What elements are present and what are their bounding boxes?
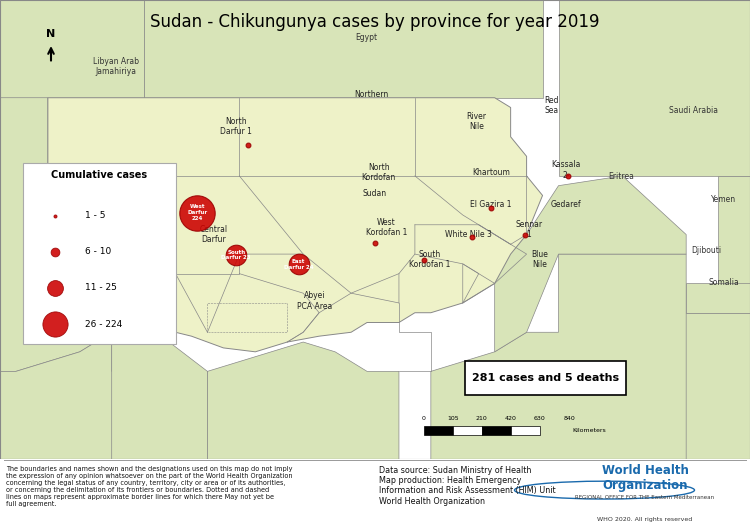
Text: Somalia: Somalia: [708, 278, 739, 287]
Text: River
Nile: River Nile: [466, 112, 486, 131]
Text: West
Kordofan 1: West Kordofan 1: [365, 218, 407, 237]
Text: N: N: [46, 29, 56, 39]
Text: Egypt: Egypt: [355, 33, 377, 42]
Bar: [511, 426, 540, 434]
Point: [485, 203, 497, 212]
Point: [369, 239, 381, 247]
Text: 105: 105: [447, 416, 458, 421]
Text: Northern: Northern: [354, 90, 388, 99]
FancyBboxPatch shape: [465, 361, 626, 395]
Text: Sudan - Chikungunya cases by province for year 2019: Sudan - Chikungunya cases by province fo…: [150, 13, 600, 31]
Text: 26 - 224: 26 - 224: [85, 320, 122, 329]
Point: [292, 260, 304, 268]
Polygon shape: [430, 254, 686, 459]
Text: 281 cases and 5 deaths: 281 cases and 5 deaths: [472, 373, 620, 383]
Text: 0: 0: [422, 416, 426, 421]
Text: Red
Sea: Red Sea: [544, 96, 559, 115]
Text: Kilometers: Kilometers: [573, 428, 607, 433]
Text: North
Kordofan: North Kordofan: [362, 162, 396, 182]
Point: [49, 211, 61, 220]
Polygon shape: [112, 322, 208, 459]
FancyBboxPatch shape: [22, 163, 176, 345]
Polygon shape: [208, 342, 399, 459]
Text: 6 - 10: 6 - 10: [85, 247, 111, 256]
Text: East
Darfur 24: East Darfur 24: [284, 259, 314, 270]
Point: [191, 208, 203, 217]
Text: 1 - 5: 1 - 5: [85, 211, 105, 220]
Text: South
Kordofan 1: South Kordofan 1: [409, 250, 451, 269]
Text: Saudi Arabia: Saudi Arabia: [669, 106, 718, 115]
Text: El Gazira 1: El Gazira 1: [470, 200, 512, 209]
Bar: [482, 426, 511, 434]
Polygon shape: [0, 98, 112, 371]
Text: World Health
Organization: World Health Organization: [602, 464, 688, 492]
Text: 630: 630: [534, 416, 546, 421]
Polygon shape: [670, 313, 750, 459]
Point: [49, 320, 61, 328]
Text: Gedaref: Gedaref: [551, 200, 581, 209]
Polygon shape: [0, 332, 208, 459]
Text: Kassala
2-: Kassala 2-: [551, 160, 581, 179]
Polygon shape: [559, 0, 750, 176]
Bar: [424, 426, 453, 434]
Text: North
Darfur 1: North Darfur 1: [220, 117, 252, 136]
Text: Central
African
Republic: Central African Republic: [122, 299, 155, 330]
Bar: [0, 0, 750, 459]
Point: [418, 255, 430, 264]
Point: [519, 231, 531, 239]
Point: [242, 140, 254, 149]
Polygon shape: [143, 0, 542, 98]
Point: [466, 233, 478, 241]
Text: Eritrea: Eritrea: [608, 173, 634, 181]
Text: Khartoum: Khartoum: [472, 168, 510, 177]
Text: Chad: Chad: [65, 163, 85, 172]
Text: Abyei
PCA Area: Abyei PCA Area: [297, 291, 332, 311]
Point: [49, 284, 61, 292]
Text: West
Darfur
224: West Darfur 224: [188, 204, 207, 221]
Text: 840: 840: [563, 416, 575, 421]
Text: Yemen: Yemen: [711, 195, 736, 204]
Polygon shape: [495, 176, 686, 352]
Text: The boundaries and names shown and the designations used on this map do not impl: The boundaries and names shown and the d…: [6, 466, 292, 507]
Text: Libyan Arab
Jamahiriya: Libyan Arab Jamahiriya: [93, 57, 140, 76]
Text: Blue
Nile: Blue Nile: [532, 250, 548, 269]
Point: [49, 247, 61, 256]
Text: Cumulative cases: Cumulative cases: [51, 170, 148, 180]
Text: Central
Darfur: Central Darfur: [200, 225, 228, 244]
Text: Data source: Sudan Ministry of Health
Map production: Health Emergency
Informati: Data source: Sudan Ministry of Health Ma…: [379, 466, 555, 506]
Text: 210: 210: [476, 416, 488, 421]
Text: REGIONAL OFFICE FOR THE Eastern Mediterranean: REGIONAL OFFICE FOR THE Eastern Mediterr…: [575, 495, 715, 500]
Text: WHO 2020. All rights reserved: WHO 2020. All rights reserved: [597, 517, 693, 522]
Text: Sudan: Sudan: [363, 190, 387, 199]
Polygon shape: [686, 284, 750, 313]
Polygon shape: [0, 0, 143, 98]
Bar: [453, 426, 482, 434]
Text: Sennar
1: Sennar 1: [515, 220, 542, 239]
Text: Djibouti: Djibouti: [692, 246, 722, 255]
Text: 11 - 25: 11 - 25: [85, 284, 117, 293]
Polygon shape: [48, 98, 542, 352]
Polygon shape: [718, 176, 750, 293]
Text: White Nile 3: White Nile 3: [446, 230, 492, 239]
Text: South
Darfur 23: South Darfur 23: [221, 250, 251, 260]
Point: [562, 172, 574, 180]
Point: [230, 251, 242, 259]
Text: 420: 420: [505, 416, 517, 421]
